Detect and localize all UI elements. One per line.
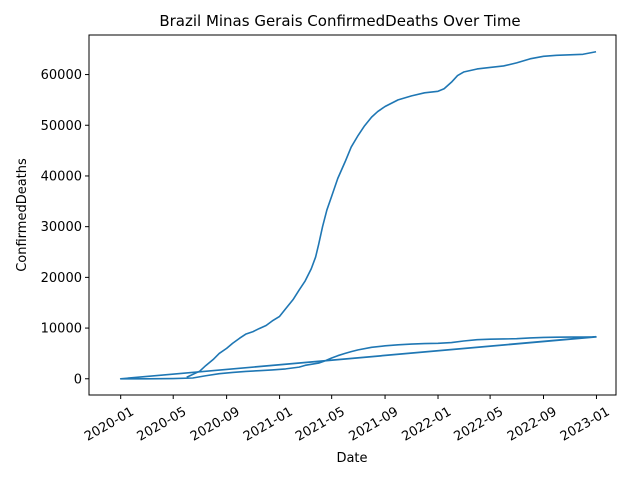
series-line-1 bbox=[119, 335, 597, 380]
x-axis-label: Date bbox=[336, 451, 367, 466]
y-tick-label: 60000 bbox=[41, 68, 82, 83]
y-tick-label: 0 bbox=[74, 372, 82, 387]
y-tick-label: 30000 bbox=[41, 220, 82, 235]
chart-title: Brazil Minas Gerais ConfirmedDeaths Over… bbox=[159, 12, 520, 30]
plot-marks bbox=[119, 50, 597, 380]
y-tick-label: 10000 bbox=[41, 322, 82, 337]
series-line-2 bbox=[186, 50, 597, 378]
y-tick-label: 50000 bbox=[41, 119, 82, 134]
y-tick-label: 40000 bbox=[41, 169, 82, 184]
plot-frame bbox=[88, 34, 617, 396]
y-axis: 0 10000 20000 30000 40000 50000 60000 bbox=[41, 68, 89, 387]
y-axis-label: ConfirmedDeaths bbox=[15, 158, 30, 272]
y-tick-label: 20000 bbox=[41, 271, 82, 286]
